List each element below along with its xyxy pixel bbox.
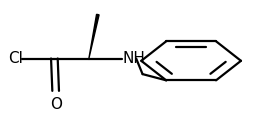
Text: NH: NH [123, 51, 146, 66]
Text: Cl: Cl [8, 51, 23, 66]
Polygon shape [89, 14, 99, 58]
Text: O: O [50, 97, 62, 112]
